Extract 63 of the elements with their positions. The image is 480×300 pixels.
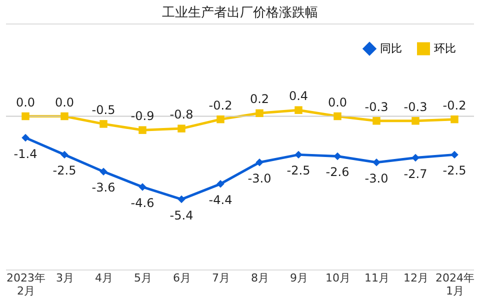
data-label: -3.0 bbox=[364, 171, 388, 186]
x-tick-label: 6月 bbox=[173, 272, 191, 284]
data-label: -0.9 bbox=[130, 109, 154, 124]
x-tick-label: 12月 bbox=[404, 272, 428, 284]
legend-label: 环比 bbox=[434, 42, 456, 55]
point bbox=[256, 158, 264, 166]
point bbox=[216, 115, 224, 124]
data-label: -0.8 bbox=[170, 108, 194, 122]
point bbox=[450, 115, 458, 124]
data-label: -5.4 bbox=[170, 208, 194, 222]
point bbox=[294, 150, 302, 159]
point bbox=[294, 106, 302, 114]
chart-title: 工业生产者出厂价格涨跌幅 bbox=[162, 6, 318, 20]
point bbox=[178, 124, 186, 132]
data-label: -2.5 bbox=[442, 164, 466, 178]
point bbox=[412, 154, 420, 162]
point bbox=[372, 116, 380, 125]
data-label: -0.5 bbox=[92, 102, 116, 117]
point bbox=[100, 120, 108, 128]
x-tick-label: 5月 bbox=[134, 272, 152, 284]
data-label: -0.2 bbox=[208, 98, 232, 112]
x-tick-label: 9月 bbox=[290, 272, 308, 284]
x-tick-label: 8月 bbox=[251, 272, 269, 284]
data-label: -3.6 bbox=[92, 180, 116, 195]
data-label: 0.0 bbox=[54, 95, 74, 110]
point bbox=[60, 112, 68, 120]
point bbox=[412, 116, 420, 125]
data-label: -2.5 bbox=[286, 164, 310, 178]
point bbox=[256, 109, 264, 118]
point bbox=[22, 112, 30, 120]
point bbox=[334, 152, 342, 160]
data-label: 0.2 bbox=[250, 92, 270, 106]
data-label: -2.5 bbox=[52, 164, 76, 178]
data-label: -4.6 bbox=[130, 196, 154, 210]
x-tick-label: 2024年 1月 bbox=[436, 272, 474, 298]
point bbox=[178, 195, 186, 204]
point bbox=[138, 126, 146, 134]
data-label: -2.7 bbox=[404, 166, 428, 181]
data-label: -0.3 bbox=[364, 100, 388, 114]
point bbox=[100, 168, 108, 176]
x-tick-label: 11月 bbox=[364, 272, 390, 284]
point bbox=[138, 183, 146, 191]
x-tick-label: 4月 bbox=[95, 272, 113, 284]
x-tick-label: 3月 bbox=[56, 272, 74, 284]
x-tick-label: 10月 bbox=[326, 272, 350, 284]
point bbox=[60, 150, 68, 159]
data-label: -4.4 bbox=[208, 192, 232, 207]
x-tick-label: 2023年 2月 bbox=[6, 272, 46, 298]
point bbox=[22, 134, 30, 142]
point bbox=[216, 180, 224, 188]
point bbox=[372, 158, 380, 166]
data-label: -0.3 bbox=[404, 100, 428, 114]
x-tick-label: 7月 bbox=[212, 272, 230, 284]
data-label: -0.2 bbox=[442, 98, 466, 112]
data-label: -3.0 bbox=[248, 171, 272, 186]
legend-label: 同比 bbox=[380, 42, 402, 55]
data-label: 0.4 bbox=[288, 89, 308, 104]
data-label: -2.6 bbox=[326, 165, 350, 180]
data-label: -1.4 bbox=[14, 146, 38, 161]
data-label: 0.0 bbox=[16, 95, 36, 110]
point bbox=[334, 112, 342, 120]
point bbox=[450, 150, 458, 159]
data-label: 0.0 bbox=[328, 95, 348, 110]
